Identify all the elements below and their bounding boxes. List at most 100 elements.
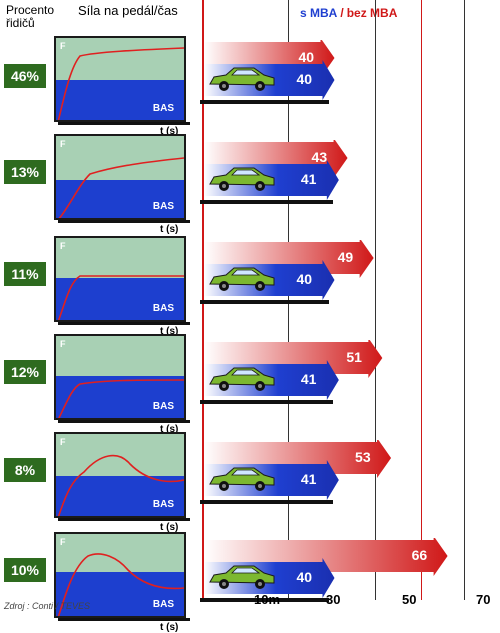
time-axis-label: t (s)	[160, 126, 179, 137]
bas-label: BAS	[152, 499, 174, 510]
force-curve-line	[57, 47, 184, 120]
with-mba-value: 40	[296, 71, 313, 87]
stopping-distance-bars: 40 40	[200, 38, 500, 100]
axis-tick-10m: 10m	[254, 592, 281, 607]
force-time-graph: F BAS	[54, 36, 186, 122]
force-curve	[58, 379, 184, 418]
force-curve	[57, 454, 184, 516]
bar-shadow	[200, 500, 333, 504]
gridline-40	[375, 0, 376, 600]
force-curve	[57, 553, 184, 616]
car-icon	[209, 267, 275, 291]
without-mba-value: 53	[355, 449, 371, 465]
car-icon	[209, 67, 275, 91]
axis-f-label: F	[60, 537, 66, 547]
bas-label: BAS	[152, 599, 174, 610]
legend: s MBA / bez MBA	[300, 6, 397, 20]
without-mba-value: 66	[411, 547, 428, 563]
with-mba-value: 40	[296, 271, 313, 287]
bar-shadow	[200, 100, 329, 104]
force-time-graph: F BAS	[54, 532, 186, 618]
with-mba-value: 41	[300, 371, 317, 387]
stopping-distance-bars: 43 41	[200, 138, 500, 200]
time-axis-label: t (s)	[160, 622, 179, 633]
car-icon	[209, 167, 275, 191]
without-mba-value: 51	[346, 349, 362, 365]
legend-with-mba: s MBA	[300, 6, 338, 20]
stopping-distance-bars: 53 41	[200, 438, 500, 500]
axis-tick-50: 50	[402, 592, 417, 607]
car-icon	[209, 565, 275, 589]
bar-shadow	[200, 598, 329, 602]
bas-area	[56, 180, 184, 218]
force-curve-line	[58, 157, 184, 218]
graph-shadow	[58, 220, 190, 223]
bas-area	[56, 80, 184, 120]
gridline-50	[421, 0, 422, 600]
axis-f-label: F	[60, 339, 66, 349]
force-curve-line	[57, 275, 184, 320]
percent-badge: 8%	[4, 458, 46, 482]
percent-badge: 10%	[4, 558, 46, 582]
result-row: 10% F BAS t (s) 66 40	[0, 518, 500, 633]
axis-f-label: F	[60, 241, 66, 251]
stopping-distance-bars: 51 41	[200, 338, 500, 400]
gridline-70	[464, 0, 465, 600]
stopping-distance-bars: 66 40	[200, 536, 500, 598]
bas-label: BAS	[152, 103, 174, 114]
graph-shadow	[58, 122, 190, 125]
without-mba-value: 40	[298, 49, 315, 65]
percent-badge: 13%	[4, 160, 46, 184]
force-time-graph: F BAS	[54, 334, 186, 420]
time-axis-label: t (s)	[160, 224, 179, 235]
graph-shadow	[58, 420, 190, 423]
header-percent-line2: řidičů	[6, 16, 35, 30]
car-icon	[209, 467, 275, 491]
result-row: 8% F BAS t (s) 53 41	[0, 420, 500, 533]
header-percent-line1: Procento	[6, 3, 55, 17]
force-time-graph: F BAS	[54, 236, 186, 322]
force-curve-line	[57, 454, 184, 516]
result-row: 11% F BAS t (s) 49 40	[0, 220, 500, 337]
bar-shadow	[200, 400, 333, 404]
force-curve-line	[57, 553, 184, 616]
time-axis-label: t (s)	[160, 522, 179, 533]
source-note: Zdroj : Conti / TEVES	[4, 601, 91, 611]
force-curve	[58, 157, 184, 218]
bas-area	[56, 376, 184, 418]
axis-tick-70: 70	[476, 592, 491, 607]
axis-f-label: F	[60, 139, 66, 149]
header-percent-drivers: Procento řidičů	[6, 4, 54, 30]
graph-shadow	[58, 518, 190, 521]
header-force-time: Síla na pedál/čas	[78, 3, 178, 18]
result-row: 12% F BAS t (s) 51 41	[0, 320, 500, 435]
bar-shadow	[200, 200, 333, 204]
bar-shadow	[200, 300, 329, 304]
bas-label: BAS	[152, 401, 174, 412]
graph-shadow	[58, 618, 190, 621]
result-row: 46% F BAS t (s) 40 40	[0, 20, 500, 137]
with-mba-value: 41	[300, 171, 317, 187]
axis-tick-30: 30	[326, 592, 341, 607]
bas-area	[56, 572, 184, 616]
force-curve-line	[58, 379, 184, 418]
percent-badge: 12%	[4, 360, 46, 384]
bas-area	[56, 278, 184, 320]
stopping-distance-bars: 49 40	[200, 238, 500, 300]
force-time-graph: F BAS	[54, 432, 186, 518]
axis-f-label: F	[60, 41, 66, 51]
time-axis-label: t (s)	[160, 424, 179, 435]
bas-area	[56, 476, 184, 516]
graph-shadow	[58, 322, 190, 325]
with-mba-value: 41	[300, 471, 317, 487]
without-mba-value: 43	[311, 149, 328, 165]
without-mba-value: 49	[337, 249, 354, 265]
force-time-graph: F BAS	[54, 134, 186, 220]
bas-label: BAS	[152, 201, 174, 212]
bas-label: BAS	[152, 303, 174, 314]
time-axis-label: t (s)	[160, 326, 179, 337]
percent-badge: 11%	[4, 262, 46, 286]
force-curve	[57, 275, 184, 320]
result-row: 13% F BAS t (s) 43 41	[0, 120, 500, 235]
with-mba-value: 40	[296, 569, 313, 585]
